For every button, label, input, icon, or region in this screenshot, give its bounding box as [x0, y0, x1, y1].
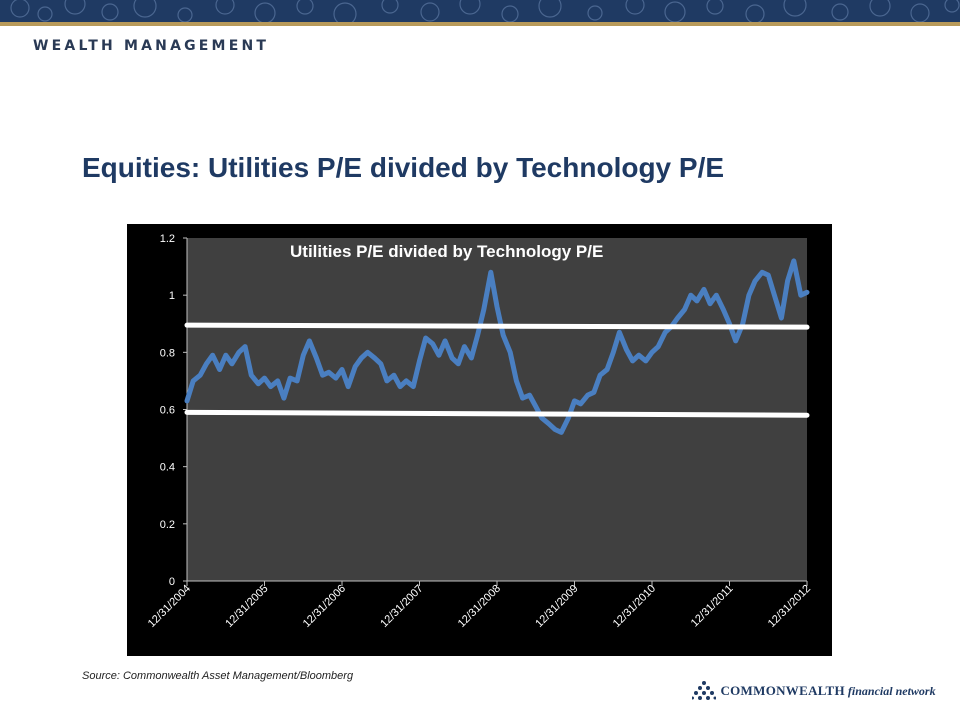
logo-subtitle: financial network	[847, 683, 936, 698]
x-tick-label: 12/31/2011	[689, 583, 736, 630]
x-axis: 12/31/2004 12/31/2005 12/31/2006 12/31/2007…	[146, 580, 813, 630]
x-tick-label: 12/31/2008	[456, 583, 503, 630]
banner-accent-rule	[0, 22, 960, 26]
y-tick-label: 1.2	[160, 233, 175, 245]
x-tick-label: 12/31/2004	[146, 583, 193, 630]
upper-band-line	[184, 322, 810, 330]
y-tick-label: 0	[169, 576, 175, 588]
y-axis: 0 0.2 0.4 0.6 0.8 1 1.2	[160, 233, 188, 588]
plot-area	[187, 238, 807, 581]
series-line	[184, 258, 810, 435]
x-tick-label: 12/31/2005	[223, 583, 270, 630]
y-tick-label: 1	[169, 290, 175, 302]
brand-wordmark: WEALTH MANAGEMENT	[33, 38, 270, 54]
source-note: Source: Commonwealth Asset Management/Bl…	[82, 670, 354, 682]
x-tick-label: 12/31/2006	[301, 583, 348, 630]
reference-lines	[184, 322, 810, 418]
top-banner	[0, 0, 960, 22]
logo-name: COMMONWEALTH	[720, 683, 845, 698]
pyramid-logo-icon	[692, 681, 716, 700]
line-chart: 00.20.40.60.811.2 12/31/2004 12/31/2005 12…	[146, 233, 813, 630]
y-tick-label: 0.2	[160, 519, 175, 531]
y-tick-label: 0.8	[160, 347, 175, 359]
x-tick-label: 12/31/2009	[533, 583, 580, 630]
x-tick-label: 12/31/2007	[378, 583, 425, 630]
x-tick-label: 12/31/2012	[766, 583, 813, 630]
chart-title: Utilities P/E divided by Technology P/E	[290, 242, 603, 261]
page-title: Equities: Utilities P/E divided by Techn…	[82, 152, 725, 183]
footer-logo: COMMONWEALTH financial network	[692, 680, 936, 704]
banner-pattern	[10, 0, 960, 22]
y-tick-label: 0.6	[160, 405, 175, 417]
series-layer	[184, 258, 810, 435]
lower-band-line	[184, 409, 810, 418]
x-tick-label: 12/31/2010	[611, 583, 658, 630]
y-tick-label: 0.4	[160, 462, 175, 474]
chart-panel: 0 0.2 0.4 0.6 0.8 1 1.2 12/31/2004 12/31/2005 12…	[127, 224, 832, 656]
